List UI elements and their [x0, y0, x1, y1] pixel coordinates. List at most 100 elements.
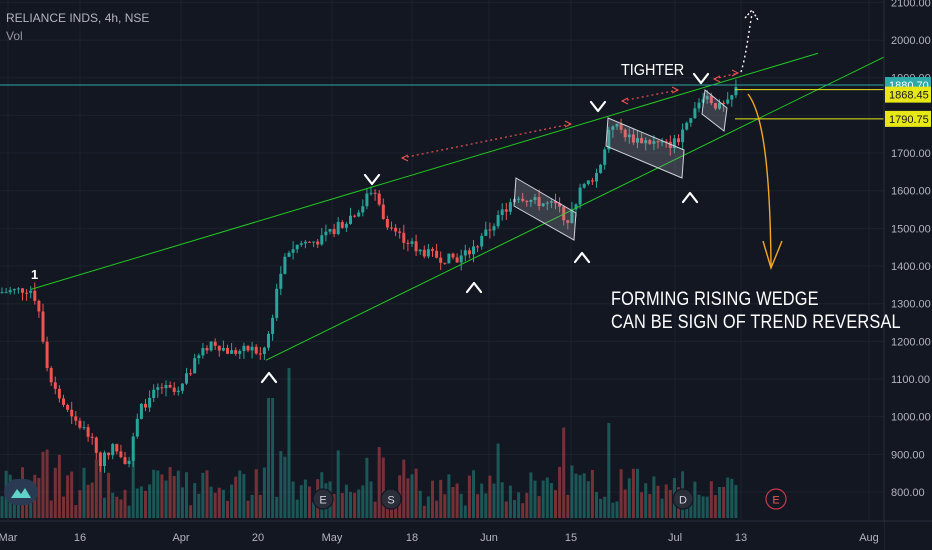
candle-up: [135, 418, 139, 437]
candle-down: [640, 138, 644, 144]
event-marker-s: [380, 488, 402, 510]
candle-up: [570, 209, 574, 223]
volume-bar: [53, 467, 57, 518]
candle-down: [435, 250, 439, 258]
volume-bar: [513, 500, 516, 518]
volume-bar: [152, 469, 156, 518]
candle-down: [25, 292, 29, 294]
volume-bar: [57, 454, 61, 518]
volume-bar: [29, 494, 33, 518]
volume-bar: [107, 472, 111, 518]
volume-bar: [582, 473, 586, 518]
price-label-box: [885, 86, 931, 103]
candle-up: [111, 444, 115, 456]
candle-up: [164, 385, 168, 389]
candle-up: [472, 246, 475, 255]
candle-down: [664, 141, 668, 143]
candle-up: [541, 203, 545, 207]
tradingview-logo-icon[interactable]: [4, 479, 38, 505]
y-tick-label: 1300.00: [891, 299, 931, 311]
candle-up: [16, 288, 20, 290]
candle-down: [554, 201, 557, 204]
volume-bar: [365, 457, 369, 518]
volume-bar: [533, 480, 537, 518]
candle-down: [308, 241, 311, 243]
candle-up: [275, 288, 279, 318]
event-marker-e: [765, 488, 787, 510]
candle-up: [279, 273, 283, 289]
volume-bar: [660, 498, 664, 518]
volume-bar: [730, 478, 734, 518]
candle-down: [45, 341, 49, 368]
x-tick-label: 13: [735, 532, 747, 544]
candle-up: [176, 390, 180, 392]
candle-up: [242, 345, 246, 352]
volume-bar: [185, 472, 188, 518]
candle-up: [230, 350, 234, 354]
volume-bar: [570, 465, 574, 518]
y-tick-label: 1200.00: [891, 336, 931, 348]
candle-up: [139, 403, 143, 419]
event-marker-e: [312, 488, 334, 510]
volume-bar: [455, 483, 459, 518]
candle-down: [656, 141, 660, 143]
candle-up: [578, 187, 582, 205]
chart-legend: RELIANCE INDS, 4h, NSE Vol: [6, 9, 149, 45]
candle-up: [0, 292, 4, 294]
projection-up-dotted: [740, 13, 753, 73]
volume-bar: [652, 476, 656, 518]
candle-down: [631, 134, 635, 143]
volume-bar: [693, 481, 697, 518]
candle-down: [451, 253, 455, 258]
flag-channel-3: [701, 89, 728, 132]
candle-down: [722, 102, 726, 104]
volume-bar: [656, 485, 660, 518]
volume-bar: [189, 505, 193, 518]
volume-bar: [603, 496, 607, 518]
candle-down: [340, 222, 344, 228]
candle-up: [685, 122, 689, 130]
x-tick-label: Jul: [668, 532, 682, 544]
candle-up: [549, 201, 553, 203]
volume-bar: [726, 477, 730, 518]
candle-up: [508, 202, 512, 212]
volume-bar: [172, 475, 176, 518]
volume-bar: [336, 450, 340, 518]
y-tick-label: 1000.00: [891, 412, 931, 424]
volume-bar: [451, 487, 455, 518]
candle-down: [205, 348, 209, 351]
candle-up: [283, 256, 287, 274]
candle-down: [62, 398, 65, 405]
volume-bar: [697, 494, 701, 518]
candle-down: [66, 404, 70, 410]
volume-bar: [49, 500, 53, 518]
candle-up: [287, 252, 291, 257]
candle-up: [131, 436, 135, 461]
volume-bar: [459, 493, 463, 518]
volume-bar: [127, 505, 131, 518]
volume-bar: [193, 483, 197, 518]
candle-up: [312, 241, 316, 243]
candle-up: [193, 358, 197, 374]
volume-bar: [381, 457, 385, 518]
x-tick-label: Mar: [0, 532, 18, 544]
volume-bar: [492, 483, 496, 518]
candle-down: [455, 257, 459, 263]
candle-down: [377, 193, 381, 205]
volume-bar: [221, 489, 225, 518]
candle-down: [234, 350, 238, 354]
volume-bar: [373, 501, 377, 518]
volume-bar: [0, 496, 4, 518]
volume-bar: [66, 475, 70, 518]
symbol-label[interactable]: RELIANCE INDS, 4h, NSE: [6, 11, 150, 25]
swing-high-marker: [589, 100, 607, 113]
volume-bar: [709, 481, 713, 518]
volume-bar: [258, 494, 262, 518]
volume-bar: [549, 482, 553, 518]
rising-wedge-annotation: FORMING RISING WEDGE CAN BE SIGN OF TREN…: [611, 288, 901, 334]
candle-up: [8, 290, 12, 293]
volume-bar: [488, 475, 492, 518]
candle-up: [533, 197, 537, 200]
volume-bar: [209, 486, 213, 518]
